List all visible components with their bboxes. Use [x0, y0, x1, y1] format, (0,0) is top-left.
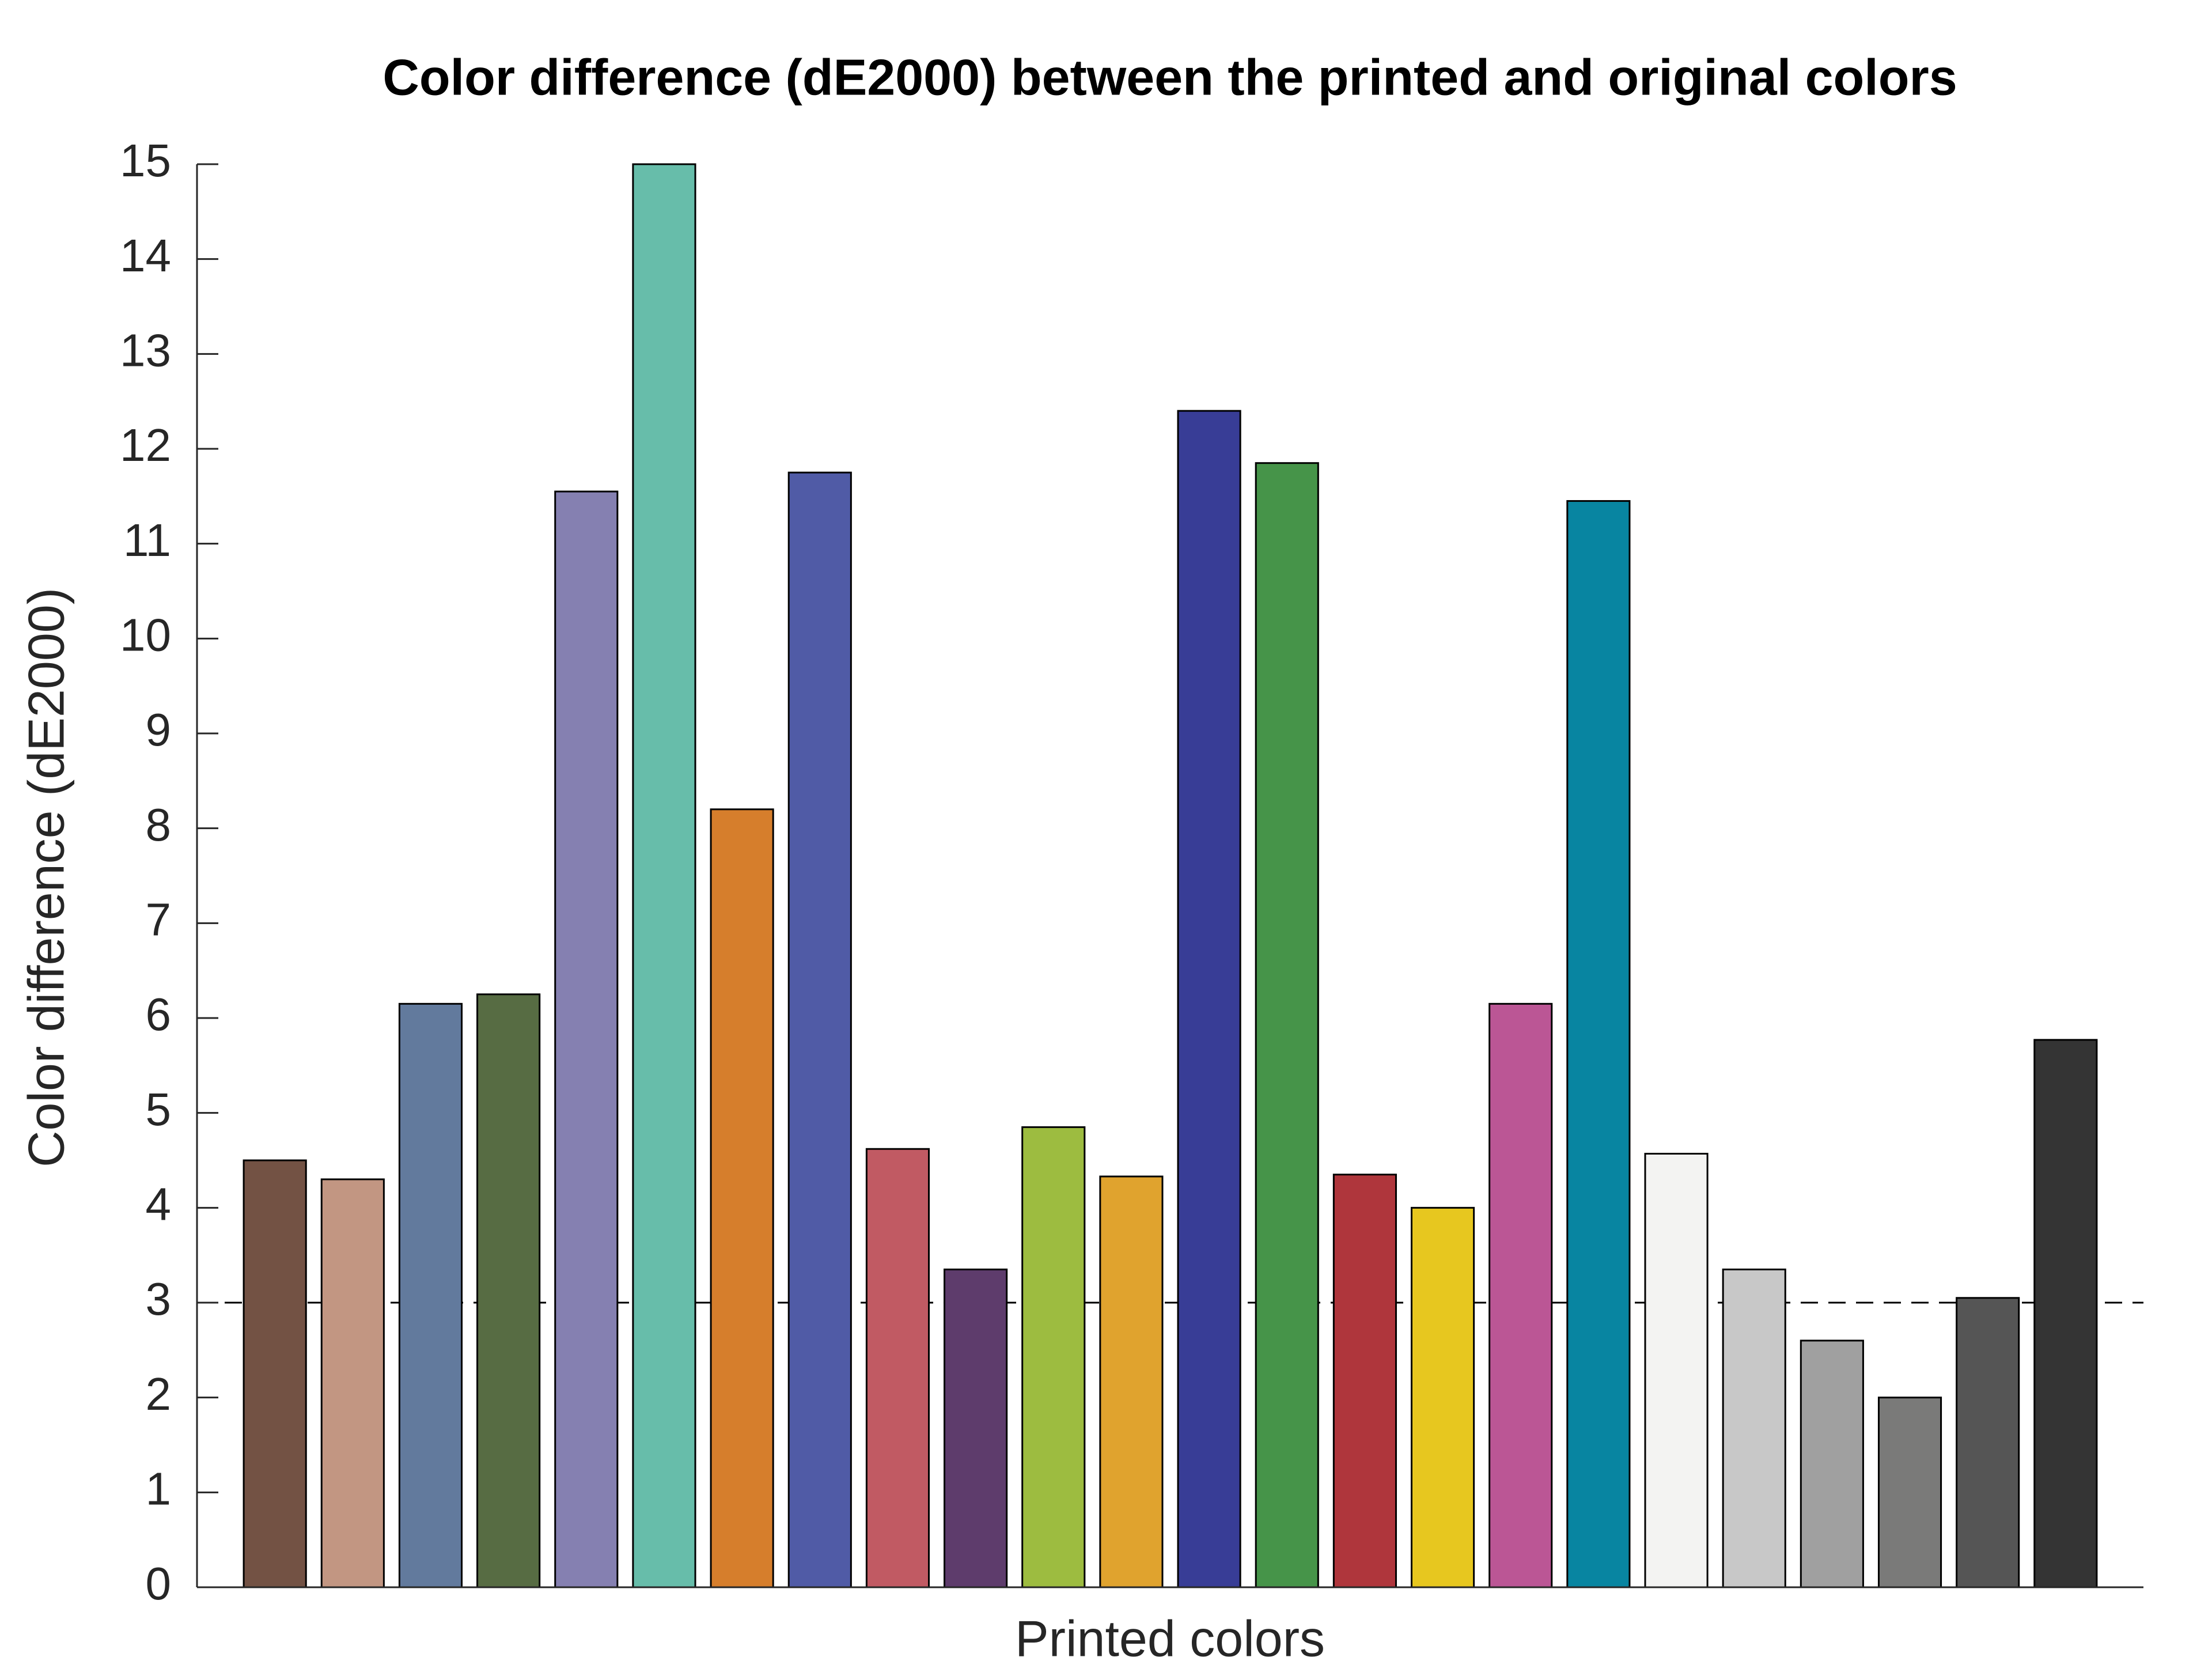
y-tick-label: 2 — [146, 1368, 172, 1420]
bar — [1877, 1397, 1942, 1588]
y-tick-label: 10 — [120, 609, 171, 660]
chart-title: Color difference (dE2000) between the pr… — [382, 48, 1957, 105]
bar — [1722, 1268, 1786, 1588]
bar — [865, 1148, 930, 1588]
bar — [243, 1159, 307, 1588]
bar — [1644, 1152, 1709, 1588]
y-tick-label: 9 — [146, 704, 172, 755]
x-axis-label: Printed colors — [1015, 1610, 1325, 1661]
y-tick-label: 11 — [123, 514, 171, 566]
y-tick-label: 12 — [120, 419, 171, 471]
bar — [2033, 1039, 2098, 1588]
bar — [398, 1002, 463, 1588]
y-tick-label: 6 — [146, 989, 172, 1040]
y-axis-label: Color difference (dE2000) — [17, 588, 74, 1167]
y-tick-label: 5 — [146, 1084, 172, 1135]
y-tick-label: 1 — [146, 1463, 172, 1514]
bar — [1566, 500, 1631, 1588]
bar — [1956, 1297, 2020, 1588]
bar — [554, 490, 619, 1588]
y-tick-label: 8 — [146, 799, 172, 850]
bar — [1255, 462, 1319, 1588]
bar — [710, 808, 774, 1588]
bar — [1099, 1175, 1164, 1588]
bar — [1177, 410, 1241, 1588]
y-tick-label: 13 — [120, 324, 171, 376]
bar — [1800, 1340, 1864, 1588]
bar — [787, 471, 852, 1588]
y-tick-label: 0 — [146, 1558, 172, 1609]
y-tick-label: 14 — [120, 230, 171, 281]
bar — [320, 1178, 385, 1588]
bar — [476, 993, 541, 1588]
y-tick-label: 7 — [146, 894, 172, 945]
y-tick-label: 3 — [146, 1273, 172, 1325]
bar — [1332, 1174, 1397, 1588]
bar — [632, 163, 696, 1588]
bar — [1021, 1126, 1086, 1588]
bar — [944, 1268, 1008, 1588]
bar — [1410, 1206, 1475, 1588]
y-tick-label: 15 — [120, 135, 171, 186]
y-tick-label: 4 — [146, 1178, 172, 1229]
bar — [1488, 1002, 1553, 1588]
